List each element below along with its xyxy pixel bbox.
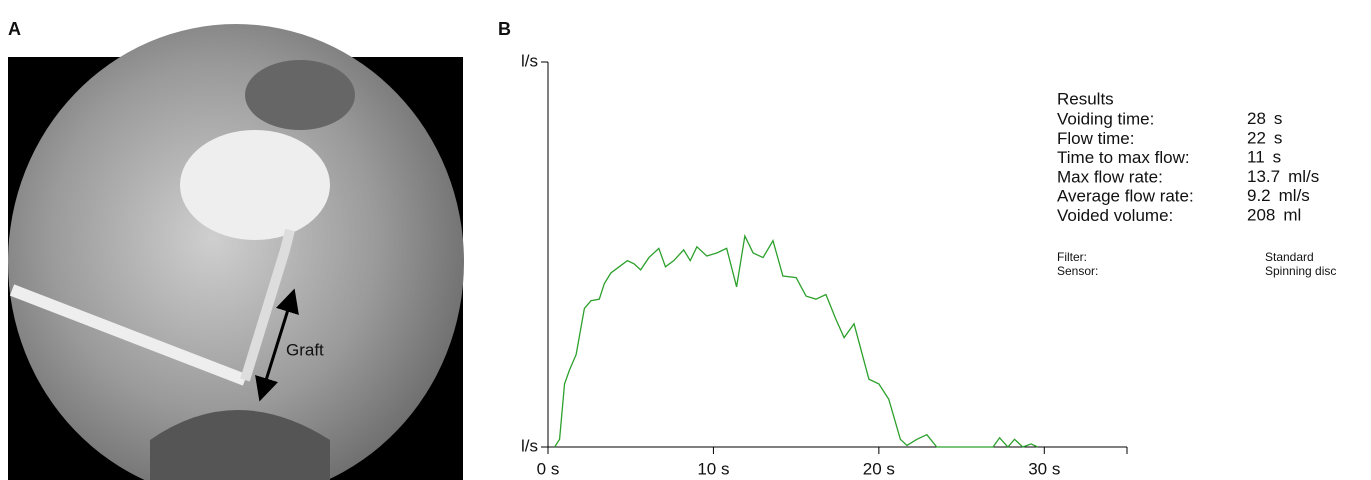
x-tick-label: 30 s: [1028, 459, 1060, 478]
value: 28: [1247, 109, 1266, 128]
unit: ml/s: [1279, 187, 1310, 206]
result-label: Voiding time:: [1057, 109, 1154, 128]
x-tick-label: 20 s: [863, 459, 895, 478]
value: 208: [1247, 206, 1275, 225]
x-tick-label: 10 s: [697, 459, 729, 478]
value: 22: [1247, 129, 1266, 148]
result-label: Voided volume:: [1057, 206, 1173, 225]
result-label: Max flow rate:: [1057, 167, 1163, 186]
x-tick-label: 0 s: [537, 459, 560, 478]
result-value: 208 ml: [1247, 206, 1301, 225]
y-tick-label: l/s: [521, 436, 538, 455]
setting-value: Standard: [1265, 250, 1314, 264]
results-title: Results: [1057, 89, 1114, 108]
unit: ml/s: [1288, 167, 1319, 186]
result-value: 9.2 ml/s: [1247, 187, 1310, 206]
result-label: Flow time:: [1057, 129, 1134, 148]
unit: s: [1273, 148, 1282, 167]
result-value: 13.7 ml/s: [1247, 167, 1319, 186]
value: 11: [1247, 148, 1265, 167]
flow-curve: [554, 233, 1038, 448]
setting-value: Spinning disc: [1265, 264, 1336, 278]
setting-label: Filter:: [1057, 250, 1087, 264]
result-value: 22 s: [1247, 129, 1282, 148]
value: 13.7: [1247, 167, 1280, 186]
unit: s: [1274, 129, 1283, 148]
annotation: Graft: [286, 340, 324, 359]
result-label: Average flow rate:: [1057, 187, 1194, 206]
result-value: 11 s: [1247, 148, 1281, 167]
unit: ml: [1283, 206, 1301, 225]
setting-label: Sensor:: [1057, 264, 1098, 278]
result-value: 28 s: [1247, 109, 1282, 128]
y-tick-label: l/s: [521, 51, 538, 70]
unit: s: [1274, 109, 1283, 128]
value: 9.2: [1247, 187, 1271, 206]
xray-image: [8, 24, 464, 480]
graft-arrow: [255, 288, 299, 402]
panel-label: A: [8, 19, 21, 39]
panel-label: B: [498, 19, 511, 39]
result-label: Time to max flow:: [1057, 148, 1190, 167]
